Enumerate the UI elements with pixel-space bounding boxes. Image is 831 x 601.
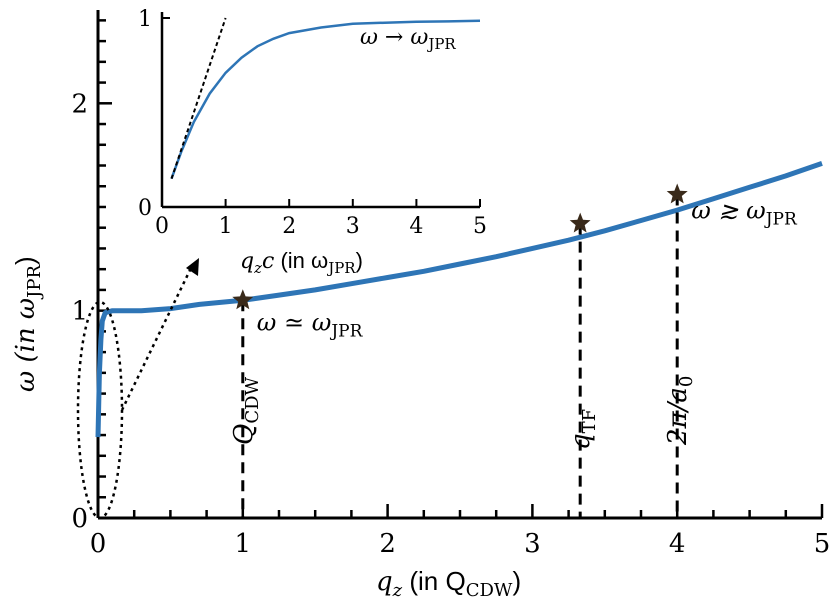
inset-annotation: ω → ωJPR <box>360 25 456 53</box>
inset-y-tick-label: 0 <box>138 196 152 221</box>
inset-curve <box>170 19 481 180</box>
marker-label: ω ≃ ωJPR <box>257 308 364 341</box>
marker-axis-label-sub: TF <box>579 409 600 434</box>
marker-label-main: ω ≳ ω <box>691 197 766 225</box>
marker-axis-label-sub: 0 <box>676 376 697 387</box>
marker-axis-label: qTF <box>566 409 600 450</box>
main-series <box>76 161 823 520</box>
x-axis-label: qz (in QCDW) <box>376 566 521 601</box>
inset-x-tick-label: 5 <box>473 214 487 239</box>
marker-label-sub: JPR <box>329 321 363 341</box>
y-axis-label: ω (in ωJPR) <box>10 256 45 392</box>
x-tick-label: 5 <box>814 529 831 559</box>
x-tick-label: 2 <box>379 529 396 559</box>
inset-x-tick-label: 0 <box>155 214 169 239</box>
inset-asymptote-line <box>170 17 227 179</box>
x-tick-label: 4 <box>669 529 686 559</box>
marker-axis-label-main: Q <box>229 424 259 445</box>
marker-axis-label-main: q <box>566 433 596 450</box>
inset-x-axis-label: qzc (in ωJPR) <box>240 248 363 277</box>
marker-label-sub: JPR <box>764 210 798 230</box>
star-marker-icon <box>569 212 591 233</box>
inset-annotation-main: ω → ω <box>360 25 428 50</box>
y-tick-label: 2 <box>71 89 88 119</box>
arrowhead-icon <box>186 258 199 276</box>
inset-x-tick-label: 3 <box>346 214 360 239</box>
marker-axis-label: QCDW <box>229 376 263 445</box>
x-tick-label: 1 <box>235 529 252 559</box>
inset-y-tick-label: 1 <box>138 7 152 32</box>
axis-labels: qz (in QCDW) ω (in ωJPR) qzc (in ωJPR) <box>10 248 521 601</box>
y-tick-label: 1 <box>71 297 88 327</box>
main-ticks: 0 1 2 3 4 5 0 1 2 <box>71 19 831 559</box>
marker-label-main: ω ≃ ω <box>257 308 332 336</box>
inset-annotation-sub: JPR <box>426 35 456 53</box>
marker-axis-label: 2π/a0 <box>663 376 697 446</box>
zoom-arrow <box>120 265 194 411</box>
marker-axis-label-main: 2π/a <box>663 387 693 446</box>
star-marker-icon <box>666 183 688 204</box>
inset-x-tick-label: 2 <box>282 214 296 239</box>
inset-x-tick-label: 1 <box>219 214 233 239</box>
dispersion-curve <box>95 161 823 438</box>
inset-chart: 0 1 2 3 4 5 0 1 ω → ωJPR <box>138 7 487 239</box>
inset-x-tick-label: 4 <box>409 214 423 239</box>
star-marker-icon <box>232 289 254 310</box>
marker-label: ω ≳ ωJPR <box>691 197 798 230</box>
x-tick-label: 0 <box>90 529 107 559</box>
x-tick-label: 3 <box>524 529 541 559</box>
marker-axis-label-sub: CDW <box>242 376 263 423</box>
y-tick-label: 0 <box>71 504 88 534</box>
